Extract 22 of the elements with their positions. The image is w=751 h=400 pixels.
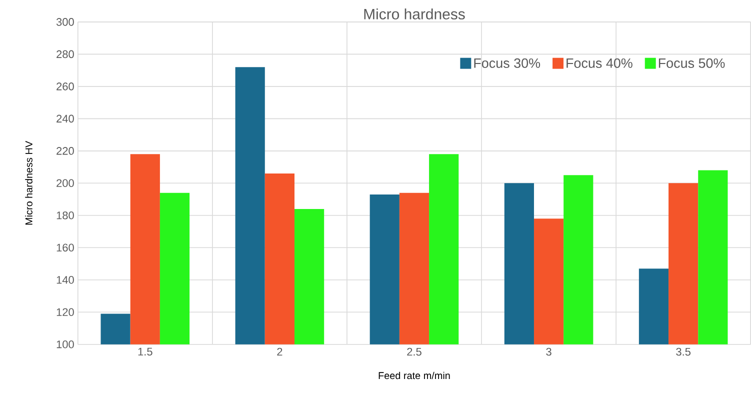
x-tick-label: 3.5 (676, 348, 690, 356)
legend-label: Focus 50% (658, 58, 725, 68)
x-tick-label: 2 (277, 348, 282, 356)
y-tick-label: 140 (56, 276, 74, 284)
y-tick-label: 220 (56, 146, 74, 155)
x-axis-title: Feed rate m/min (378, 372, 450, 379)
y-axis-title: Micro hardness HV (25, 140, 32, 224)
y-tick-label: 260 (56, 82, 74, 90)
y-tick-label: 100 (56, 340, 74, 348)
y-tick-label: 300 (56, 18, 74, 26)
y-tick-label: 280 (56, 50, 74, 58)
y-tick-label: 120 (56, 308, 74, 316)
y-tick-label: 200 (56, 179, 74, 187)
legend-label: Focus 30% (474, 58, 540, 68)
y-tick-label: 240 (56, 114, 74, 122)
x-tick-label: 2.5 (407, 348, 422, 356)
chart-title: Micro hardness (364, 8, 465, 20)
x-tick-label: 1.5 (138, 348, 152, 356)
y-tick-label: 180 (56, 211, 74, 220)
x-tick-label: 3 (546, 348, 552, 356)
legend-label: Focus 40% (566, 58, 632, 68)
y-tick-label: 160 (56, 244, 74, 252)
